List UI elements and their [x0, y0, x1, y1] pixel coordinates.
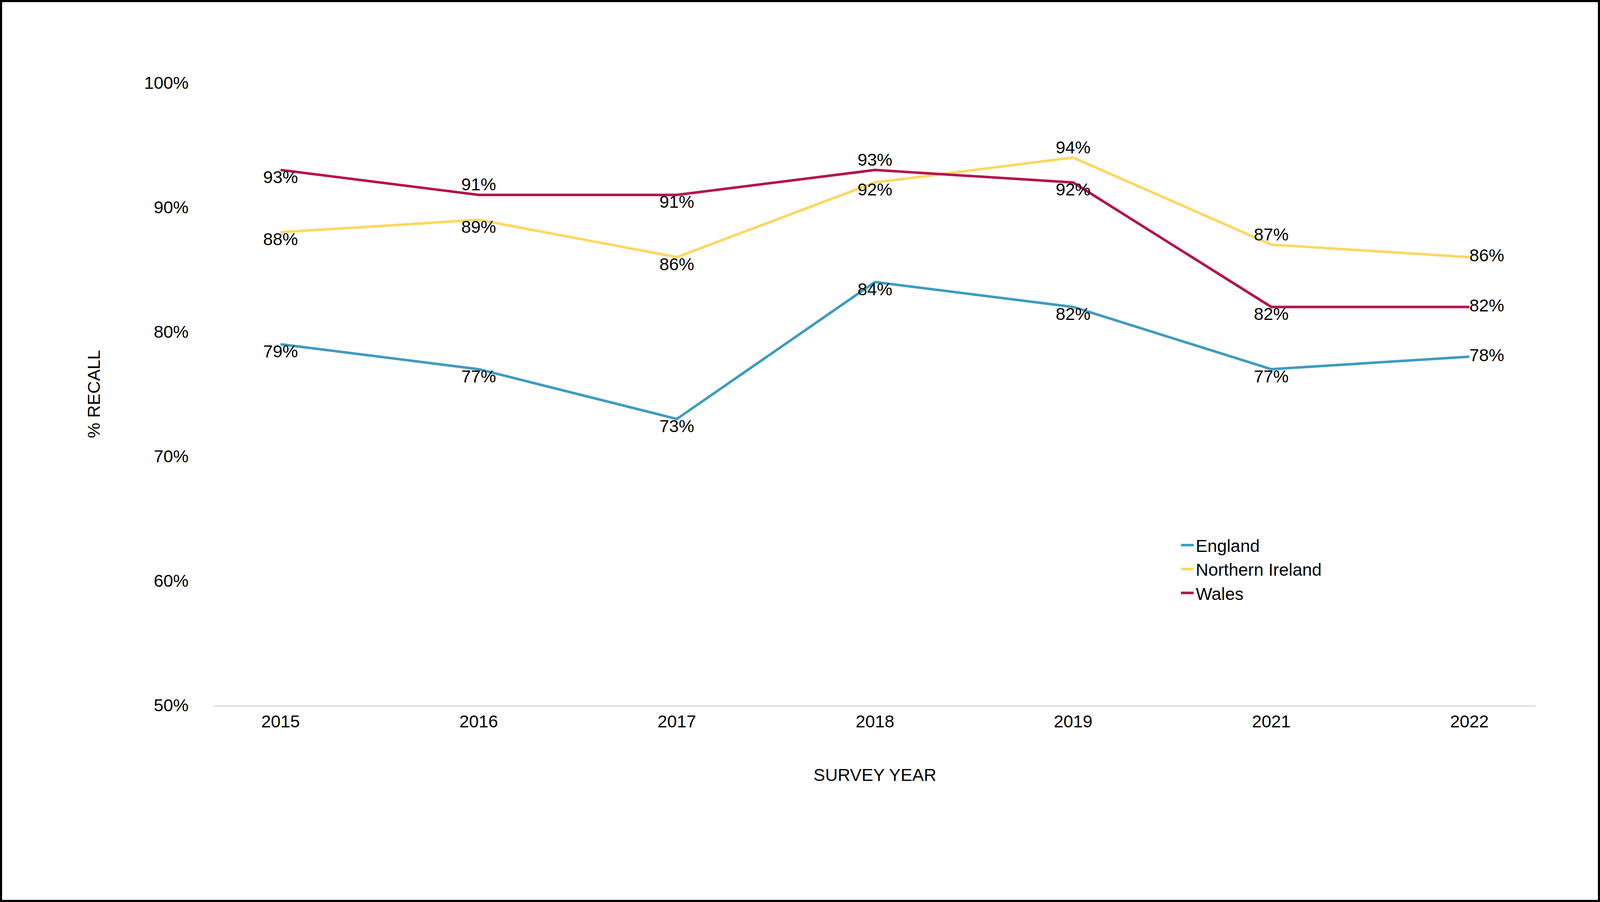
svg-text:91%: 91%: [659, 191, 695, 212]
svg-text:2016: 2016: [459, 711, 498, 731]
svg-text:70%: 70%: [153, 446, 189, 466]
svg-text:80%: 80%: [153, 321, 189, 342]
svg-text:78%: 78%: [1469, 345, 1505, 365]
svg-text:79%: 79%: [262, 341, 298, 362]
svg-text:Wales: Wales: [1195, 584, 1244, 604]
svg-text:77%: 77%: [1253, 366, 1289, 387]
svg-text:2015: 2015: [261, 711, 300, 731]
svg-text:100%: 100%: [143, 73, 189, 93]
svg-text:82%: 82%: [1469, 295, 1505, 316]
svg-text:82%: 82%: [1055, 304, 1091, 324]
svg-text:87%: 87%: [1253, 224, 1289, 245]
svg-text:92%: 92%: [1055, 179, 1091, 200]
svg-text:93%: 93%: [857, 149, 893, 170]
svg-text:88%: 88%: [262, 229, 298, 249]
svg-text:2021: 2021: [1251, 711, 1291, 731]
svg-text:50%: 50%: [153, 695, 189, 715]
svg-text:94%: 94%: [1055, 137, 1091, 158]
svg-text:91%: 91%: [461, 174, 497, 195]
svg-text:77%: 77%: [461, 366, 497, 387]
svg-text:84%: 84%: [857, 279, 893, 300]
svg-text:60%: 60%: [153, 570, 189, 591]
svg-text:2019: 2019: [1053, 711, 1093, 731]
svg-text:2022: 2022: [1450, 711, 1489, 731]
svg-text:86%: 86%: [1469, 245, 1505, 266]
svg-text:Northern Ireland: Northern Ireland: [1195, 559, 1322, 580]
svg-text:82%: 82%: [1253, 304, 1289, 324]
svg-text:SURVEY YEAR: SURVEY YEAR: [813, 764, 937, 785]
svg-text:93%: 93%: [262, 167, 298, 187]
svg-text:2018: 2018: [855, 711, 895, 731]
svg-text:% RECALL: % RECALL: [84, 349, 104, 438]
svg-text:92%: 92%: [857, 179, 893, 200]
svg-text:England: England: [1195, 536, 1260, 556]
svg-text:73%: 73%: [659, 416, 695, 436]
svg-text:90%: 90%: [153, 197, 189, 218]
svg-text:2017: 2017: [657, 711, 697, 731]
svg-text:86%: 86%: [659, 254, 695, 274]
svg-text:89%: 89%: [461, 217, 497, 237]
